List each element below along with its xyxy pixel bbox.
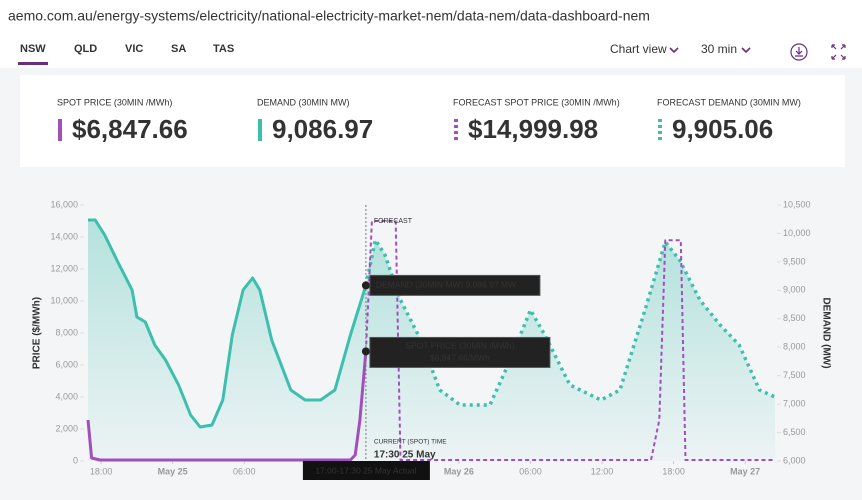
fullscreen-icon[interactable] <box>831 44 846 60</box>
y2-axis-title: DEMAND (MW) <box>820 297 831 368</box>
card-value: 9,905.06 <box>672 114 773 144</box>
demand-tooltip-text: DEMAND (30MIN MW) 9,086.97 MW <box>376 280 516 290</box>
card-value: $6,847.66 <box>72 114 188 144</box>
y-tick-label: 4,000 <box>55 391 78 401</box>
tab-underline <box>18 62 48 65</box>
y-tick-label: 0 <box>73 455 78 465</box>
forecast-label: FORECAST <box>374 218 413 225</box>
price-tooltip-label: SPOT PRICE (30MIN /MWh) <box>405 341 514 351</box>
chevron <box>669 47 679 54</box>
cards: SPOT PRICE (30MIN /MWh) $6,847.66 DEMAND (… <box>57 97 801 144</box>
y2-tick-label: 10,000 <box>783 228 811 238</box>
y2-tick-label: 9,000 <box>783 285 806 295</box>
download-icon[interactable] <box>790 43 808 61</box>
x-tick-label: 18:00 <box>662 466 685 476</box>
x-tick-label: 06:00 <box>519 466 542 476</box>
price-tooltip <box>369 336 551 368</box>
price-point <box>361 347 370 356</box>
current-time-value: 17:30 25 May <box>374 450 436 461</box>
x-tick-label: 06:00 <box>233 466 256 476</box>
tab[interactable]: VIC <box>125 43 143 55</box>
demand-tooltip <box>369 274 541 296</box>
price-tooltip-value: $6,847.66/MWh <box>430 353 490 363</box>
y2-tick-label: 10,500 <box>783 199 811 209</box>
chevron <box>741 47 751 54</box>
chart-view[interactable]: Chart view <box>610 42 667 56</box>
chart: 0 2,000 4,000 6,000 8,000 10,000 12,000 14,000 1… <box>32 199 831 480</box>
y-axis-title: PRICE ($/MWh) <box>32 297 43 369</box>
y-tick-label: 10,000 <box>50 295 78 305</box>
tabs: NSW QLD VIC SA TAS <box>18 43 234 65</box>
tab[interactable]: SA <box>171 43 186 55</box>
line <box>88 218 368 429</box>
period-tooltip-text: 17:00-17:30 25 May Actual <box>315 465 416 475</box>
y2-tick-label: 8,000 <box>783 342 806 352</box>
x-tick-label: May 27 <box>730 466 760 476</box>
line <box>86 351 368 462</box>
y-tick-label: 14,000 <box>50 231 78 241</box>
x-tick-label: May 25 <box>158 466 188 476</box>
y2-tick-label: 7,500 <box>783 370 806 380</box>
current-time-label: CURRENT (SPOT) TIME <box>374 439 447 446</box>
address-bar <box>0 0 862 32</box>
y-tick-label: 6,000 <box>55 359 78 369</box>
card-label: SPOT PRICE (30MIN /MWh) <box>57 97 172 107</box>
y2-tick-label: 9,500 <box>783 256 806 266</box>
card-label: FORECAST SPOT PRICE (30MIN /MWh) <box>453 97 620 107</box>
card-label: DEMAND (30MIN MW) <box>257 97 350 107</box>
card-value: 9,086.97 <box>272 114 373 144</box>
x-tick-label: 18:00 <box>90 466 113 476</box>
card-value: $14,999.98 <box>468 114 598 144</box>
line <box>364 238 776 407</box>
y-tick-label: 16,000 <box>50 199 78 209</box>
y-tick-label: 12,000 <box>50 263 78 273</box>
card-label: FORECAST DEMAND (30MIN MW) <box>657 97 801 107</box>
y2-tick-label: 6,000 <box>783 455 806 465</box>
y-tick-label: 2,000 <box>55 423 78 433</box>
toolbar <box>0 32 862 68</box>
y2-tick-label: 7,000 <box>783 398 806 408</box>
tab[interactable]: NSW <box>20 43 46 55</box>
cards-panel <box>20 75 845 167</box>
demand-point <box>361 281 370 290</box>
url[interactable]: aemo.com.au/energy-systems/electricity/n… <box>8 8 650 24</box>
x-tick-label: May 26 <box>444 466 474 476</box>
area <box>365 240 775 461</box>
y2-tick-label: 8,500 <box>783 313 806 323</box>
line <box>364 220 775 461</box>
x-tick-label: 12:00 <box>591 466 614 476</box>
interval[interactable]: 30 min <box>701 42 737 56</box>
period-tooltip <box>302 461 430 480</box>
area <box>88 220 366 461</box>
y-tick-label: 8,000 <box>55 327 78 337</box>
tab[interactable]: TAS <box>213 43 234 55</box>
download-glyph <box>795 47 803 57</box>
y2-tick-label: 6,500 <box>783 427 806 437</box>
tab[interactable]: QLD <box>74 43 97 55</box>
